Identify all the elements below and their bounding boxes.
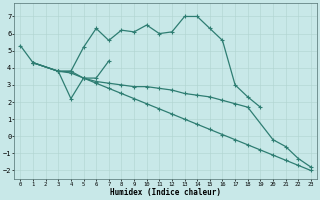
X-axis label: Humidex (Indice chaleur): Humidex (Indice chaleur)	[110, 188, 221, 197]
